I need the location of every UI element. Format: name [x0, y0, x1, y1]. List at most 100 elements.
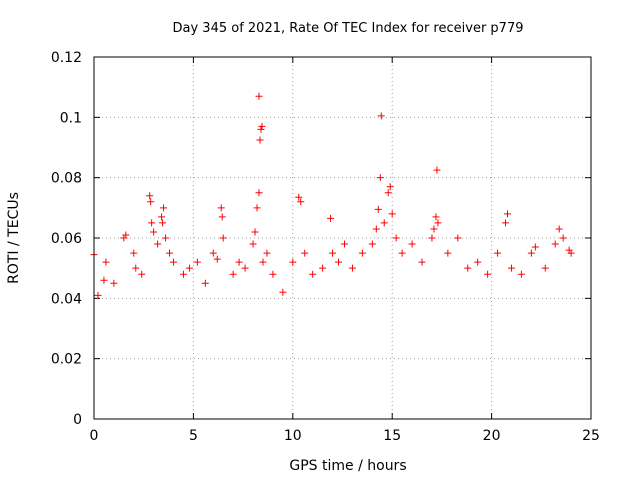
data-point — [102, 258, 110, 266]
data-point — [541, 264, 549, 272]
x-tick-label: 20 — [483, 428, 501, 444]
data-point — [559, 234, 567, 242]
data-point — [241, 264, 249, 272]
data-point — [94, 291, 102, 299]
data-point — [348, 264, 356, 272]
data-point — [132, 264, 140, 272]
data-point — [259, 258, 267, 266]
x-tick-label: 25 — [582, 428, 600, 444]
data-point — [217, 204, 225, 212]
data-point — [219, 234, 227, 242]
data-point — [392, 234, 400, 242]
data-point — [372, 225, 380, 233]
data-point — [386, 183, 394, 191]
data-point — [340, 240, 348, 248]
data-points — [90, 92, 575, 299]
data-point — [110, 279, 118, 287]
data-point — [138, 270, 146, 278]
data-point — [329, 249, 337, 257]
axis-ticks: 0 5 10 15 20 25 0 0.02 0.04 0.06 0.08 0.1 0.12 — [51, 50, 600, 444]
data-point — [170, 258, 178, 266]
data-point — [295, 193, 303, 201]
data-point — [433, 166, 441, 174]
y-tick-label: 0.08 — [51, 171, 82, 187]
data-point — [146, 192, 154, 200]
x-tick-label: 5 — [189, 428, 198, 444]
data-point — [374, 205, 382, 213]
data-point — [201, 279, 209, 287]
data-point — [158, 213, 166, 221]
data-point — [249, 240, 257, 248]
data-point — [309, 270, 317, 278]
data-point — [567, 249, 575, 257]
data-point — [122, 231, 130, 239]
data-point — [484, 270, 492, 278]
y-tick-label: 0.02 — [51, 352, 82, 368]
data-point — [166, 249, 174, 257]
data-point — [398, 249, 406, 257]
data-point — [551, 240, 559, 248]
data-point — [494, 249, 502, 257]
x-tick-label: 0 — [90, 428, 99, 444]
data-point — [279, 288, 287, 296]
data-point — [179, 270, 187, 278]
data-point — [218, 213, 226, 221]
y-tick-label: 0.1 — [60, 110, 82, 126]
data-point — [430, 225, 438, 233]
y-axis-label: ROTI / TECUs — [6, 192, 22, 284]
y-tick-label: 0.12 — [51, 50, 82, 66]
data-point — [258, 122, 266, 130]
data-point — [209, 249, 217, 257]
data-point — [253, 204, 261, 212]
data-point — [160, 204, 168, 212]
data-point — [384, 189, 392, 197]
data-point — [388, 210, 396, 218]
data-point — [335, 258, 343, 266]
data-point — [229, 270, 237, 278]
data-point — [454, 234, 462, 242]
data-point — [256, 136, 264, 144]
data-point — [235, 258, 243, 266]
data-point — [434, 219, 442, 227]
data-point — [185, 264, 193, 272]
data-point — [527, 249, 535, 257]
x-axis-label: GPS time / hours — [289, 458, 406, 474]
gridlines — [94, 57, 591, 419]
y-tick-label: 0.04 — [51, 291, 82, 307]
data-point — [257, 125, 265, 133]
data-point — [159, 219, 167, 227]
data-point — [507, 264, 515, 272]
data-point — [428, 234, 436, 242]
plot-frame — [93, 56, 592, 420]
data-point — [269, 270, 277, 278]
x-tick-label: 10 — [284, 428, 302, 444]
x-tick-label: 15 — [383, 428, 401, 444]
data-point — [162, 234, 170, 242]
data-point — [301, 249, 309, 257]
data-point — [251, 228, 259, 236]
data-point — [358, 249, 366, 257]
data-point — [319, 264, 327, 272]
data-point — [150, 228, 158, 236]
data-point — [418, 258, 426, 266]
data-point — [148, 219, 156, 227]
chart-title: Day 345 of 2021, Rate Of TEC Index for r… — [173, 21, 524, 36]
data-point — [368, 240, 376, 248]
data-point — [380, 219, 388, 227]
data-point — [255, 92, 263, 100]
data-point — [100, 276, 108, 284]
data-point — [464, 264, 472, 272]
data-point — [474, 258, 482, 266]
data-point — [263, 249, 271, 257]
data-point — [193, 258, 201, 266]
data-point — [255, 189, 263, 197]
data-point — [408, 240, 416, 248]
data-point — [147, 198, 155, 206]
data-point — [502, 219, 510, 227]
data-point — [432, 213, 440, 221]
data-point — [130, 249, 138, 257]
data-point — [504, 210, 512, 218]
data-point — [377, 112, 385, 120]
data-point — [531, 243, 539, 251]
